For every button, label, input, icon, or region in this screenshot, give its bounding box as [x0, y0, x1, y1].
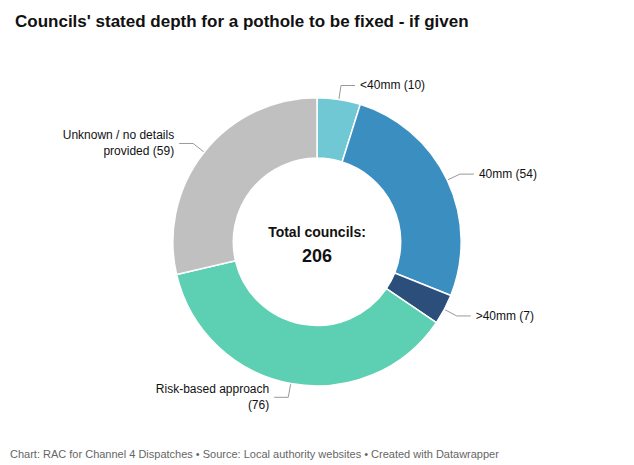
svg-text:<40mm (10): <40mm (10): [360, 78, 425, 92]
svg-text:(76): (76): [248, 398, 269, 412]
svg-text:206: 206: [302, 246, 332, 266]
svg-text:Chart: RAC for Channel 4 Dispa: Chart: RAC for Channel 4 Dispatches • So…: [10, 448, 499, 460]
svg-text:provided (59): provided (59): [103, 144, 174, 158]
svg-text:Unknown / no details: Unknown / no details: [63, 128, 174, 142]
svg-text:>40mm (7): >40mm (7): [476, 309, 534, 323]
svg-text:40mm (54): 40mm (54): [479, 167, 537, 181]
svg-text:Total councils:: Total councils:: [268, 224, 366, 240]
svg-text:Councils' stated depth for a p: Councils' stated depth for a pothole to …: [15, 12, 469, 31]
svg-text:Risk-based approach: Risk-based approach: [156, 382, 269, 396]
